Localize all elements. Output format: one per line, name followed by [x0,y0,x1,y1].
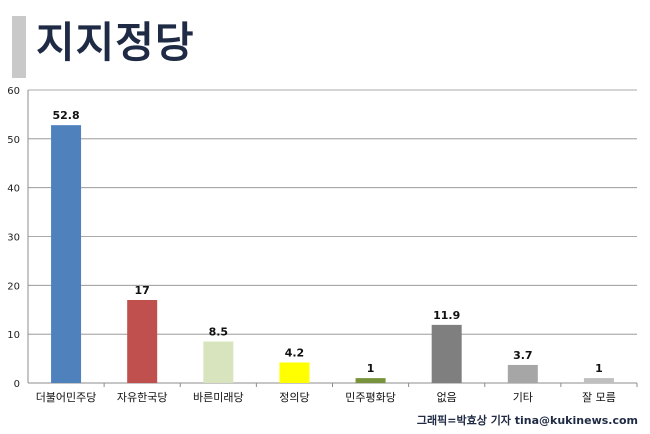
bar-7 [507,364,538,383]
bar-2 [127,299,158,383]
bar-6 [431,324,462,383]
data-label: 17 [135,284,150,297]
y-tick-label: 10 [7,330,20,341]
x-tick-label: 없음 [437,391,457,404]
bar-3 [203,341,234,383]
bar-1 [51,125,82,383]
y-tick-label: 60 [7,86,20,97]
x-tick-label: 정의당 [279,391,309,404]
data-label: 3.7 [513,349,533,362]
y-tick-label: 20 [7,281,20,292]
data-label: 1 [367,362,375,375]
y-tick-label: 50 [7,135,20,146]
data-label: 4.2 [285,346,305,359]
x-tick-label: 잘 모름 [582,391,616,404]
data-label: 11.9 [433,309,460,322]
bar-5 [355,378,386,383]
data-label: 1 [595,362,603,375]
bar-8 [583,378,614,383]
bar-4 [279,362,310,383]
title-accent-bar [12,16,26,78]
graphic-credit: 그래픽=박효상 기자 tina@kukinews.com [416,414,638,427]
x-tick-label: 민주평화당 [345,391,396,404]
y-tick-label: 0 [14,379,20,390]
x-tick-label: 기타 [513,391,533,404]
x-tick-label: 자유한국당 [117,391,168,404]
data-label: 8.5 [209,325,229,338]
x-tick-label: 바른미래당 [193,391,244,404]
y-tick-label: 30 [7,233,20,244]
x-tick-label: 더불어민주당 [36,391,97,404]
data-label: 52.8 [52,109,79,122]
y-tick-label: 40 [7,184,20,195]
page-title: 지지정당 [36,18,195,67]
